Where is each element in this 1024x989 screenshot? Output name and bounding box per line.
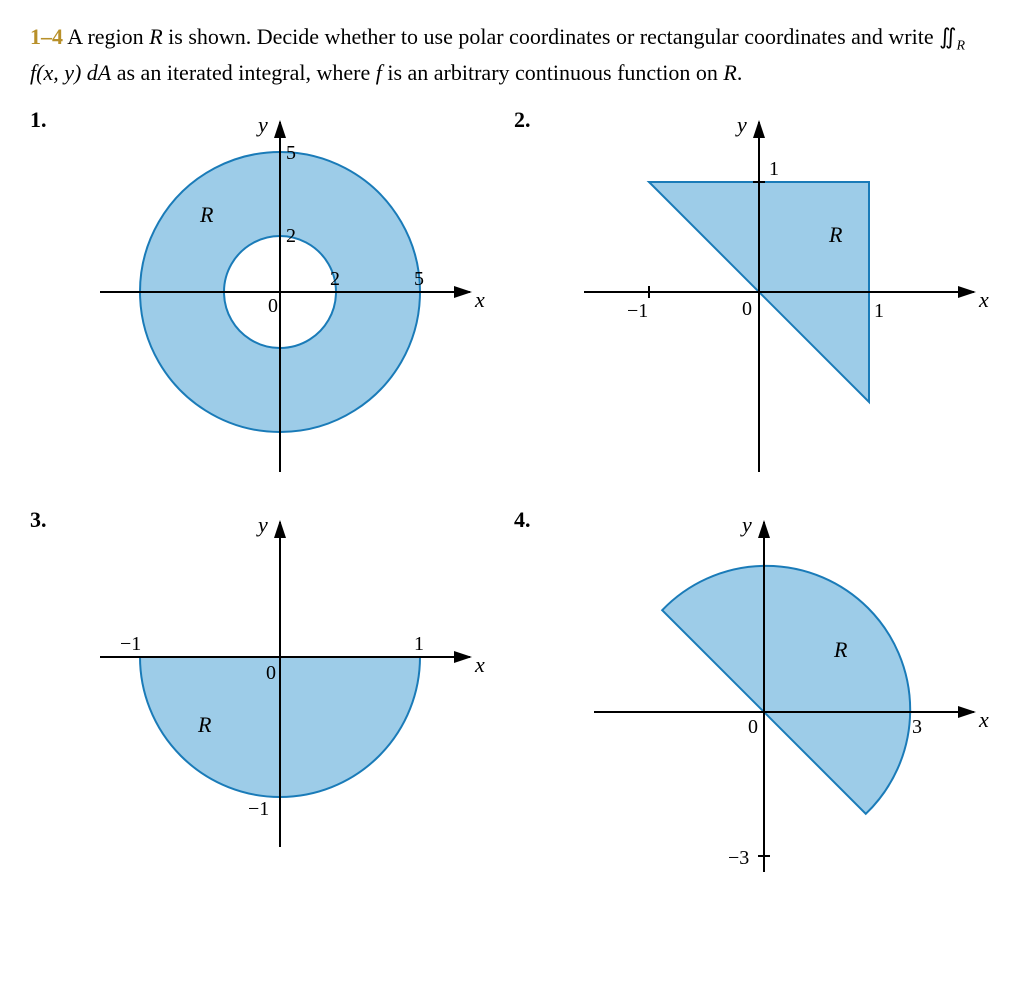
R-label: R <box>199 202 214 227</box>
y-axis-label: y <box>735 112 747 137</box>
figure-1: x y 0 2 5 2 5 R <box>70 107 494 487</box>
header-text-1: A region <box>67 24 149 49</box>
problem-header: 1–4 A region R is shown. Decide whether … <box>30 20 994 89</box>
ytick-2: 2 <box>286 225 296 247</box>
origin-label: 0 <box>268 295 278 317</box>
R-label: R <box>833 637 848 662</box>
period: . <box>737 60 743 85</box>
problem-number: 2. <box>514 107 554 133</box>
xtick-neg1: −1 <box>120 633 141 655</box>
y-axis-label: y <box>256 112 268 137</box>
problem-3: 3. x y 0 −1 1 −1 R <box>30 507 494 887</box>
y-axis-label: y <box>740 512 752 537</box>
x-axis-label: x <box>978 287 989 312</box>
figure-4: x y 0 3 −3 R <box>554 507 994 887</box>
integral-sub: R <box>956 38 965 53</box>
origin-label: 0 <box>748 716 758 738</box>
problem-number: 1. <box>30 107 70 133</box>
problem-1: 1. x y 0 2 5 2 5 <box>30 107 494 487</box>
figure-3: x y 0 −1 1 −1 R <box>70 507 494 887</box>
xtick-1: 1 <box>414 633 424 655</box>
x-axis-label: x <box>978 707 989 732</box>
header-text-4: is an arbitrary continuous function on <box>382 60 724 85</box>
problem-number: 4. <box>514 507 554 533</box>
xtick-3: 3 <box>912 716 922 738</box>
xtick-2: 2 <box>330 268 340 290</box>
integral-sign: ∬ <box>939 24 956 49</box>
ytick-1: 1 <box>769 158 779 180</box>
header-text-2: is shown. Decide whether to use polar co… <box>163 24 939 49</box>
ytick-neg1: −1 <box>248 798 269 820</box>
problem-number: 3. <box>30 507 70 533</box>
xtick-1: 1 <box>874 300 884 322</box>
ytick-neg3: −3 <box>728 847 749 869</box>
origin-label: 0 <box>742 298 752 320</box>
integrand: f(x, y) dA <box>30 60 111 85</box>
R-end: R <box>723 60 736 85</box>
problem-4: 4. x y 0 <box>514 507 994 887</box>
range-label: 1–4 <box>30 24 63 49</box>
problems-grid: 1. x y 0 2 5 2 5 <box>30 107 994 887</box>
ytick-5: 5 <box>286 142 296 164</box>
figure-2: x y 0 −1 1 1 R <box>554 107 994 487</box>
R-label: R <box>197 712 212 737</box>
R-label: R <box>828 222 843 247</box>
xtick-neg1: −1 <box>627 300 648 322</box>
origin-label: 0 <box>266 662 276 684</box>
x-axis-label: x <box>474 652 485 677</box>
header-text-3: as an iterated integral, where <box>111 60 375 85</box>
problem-2: 2. x y 0 −1 1 <box>514 107 994 487</box>
y-axis-label: y <box>256 512 268 537</box>
x-axis-label: x <box>474 287 485 312</box>
region-var: R <box>149 24 162 49</box>
xtick-5: 5 <box>414 268 424 290</box>
